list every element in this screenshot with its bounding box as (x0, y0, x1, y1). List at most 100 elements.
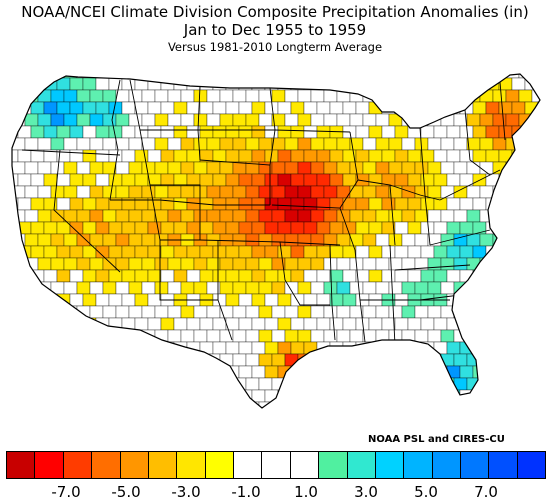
climate-division (43, 221, 58, 235)
climate-division (420, 125, 435, 139)
climate-division (258, 401, 273, 408)
colorbar-tick-label: -1.0 (231, 483, 261, 501)
climate-division (303, 269, 318, 283)
climate-division (102, 329, 117, 343)
climate-division (518, 353, 533, 367)
climate-division (531, 329, 540, 343)
climate-division (342, 269, 357, 283)
climate-division (545, 378, 550, 390)
climate-division (24, 185, 39, 199)
climate-division (368, 245, 383, 259)
climate-division (56, 245, 71, 259)
climate-division (518, 89, 533, 103)
climate-division (238, 173, 253, 187)
climate-division (245, 113, 260, 127)
climate-division (545, 186, 550, 198)
climate-division (12, 257, 26, 271)
climate-division (50, 353, 65, 367)
climate-division (199, 101, 214, 115)
climate-division (329, 77, 344, 91)
climate-division (212, 389, 227, 403)
climate-division (537, 365, 540, 379)
climate-division (17, 317, 32, 331)
climate-division (290, 245, 305, 259)
climate-division (297, 281, 312, 295)
state-boundary (217, 240, 233, 341)
climate-division (147, 389, 162, 403)
climate-division (531, 281, 540, 295)
climate-division (264, 125, 279, 139)
climate-division (518, 209, 533, 223)
climate-division (440, 161, 455, 175)
map-period: Jan to Dec 1955 to 1959 (183, 21, 367, 39)
climate-division (173, 245, 188, 259)
climate-division (323, 305, 338, 319)
climate-division (199, 173, 214, 187)
climate-division (336, 161, 351, 175)
climate-division (545, 138, 550, 150)
climate-division (433, 77, 448, 91)
climate-division (154, 353, 169, 367)
climate-division (121, 173, 136, 187)
climate-division (43, 341, 58, 355)
climate-division (277, 293, 292, 307)
climate-division (492, 209, 507, 223)
climate-division (433, 149, 448, 163)
climate-division (50, 377, 65, 391)
climate-division (323, 74, 338, 79)
climate-division (43, 365, 58, 379)
climate-division (375, 185, 390, 199)
climate-division (147, 245, 162, 259)
climate-division (388, 74, 403, 79)
climate-division (524, 245, 539, 259)
climate-division (310, 257, 325, 271)
climate-division (251, 221, 266, 235)
climate-division (375, 137, 390, 151)
climate-division (303, 197, 318, 211)
climate-division (154, 89, 169, 103)
climate-division (251, 245, 266, 259)
climate-division (258, 281, 273, 295)
climate-division (141, 113, 156, 127)
climate-division (245, 137, 260, 151)
climate-division (453, 257, 468, 271)
climate-division (219, 209, 234, 223)
climate-division (258, 329, 273, 343)
climate-division (485, 341, 500, 355)
climate-division (277, 245, 292, 259)
climate-division (446, 221, 461, 235)
climate-division (12, 221, 19, 235)
climate-division (147, 341, 162, 355)
climate-division (63, 353, 78, 367)
climate-division (310, 74, 325, 79)
climate-division (545, 66, 550, 78)
climate-division (524, 341, 539, 355)
climate-division (537, 269, 540, 283)
climate-division (427, 137, 442, 151)
climate-division (524, 389, 539, 403)
climate-division (303, 125, 318, 139)
climate-division (115, 305, 130, 319)
climate-division (76, 185, 91, 199)
climate-division (63, 257, 78, 271)
climate-division (134, 221, 149, 235)
climate-division (310, 281, 325, 295)
climate-division (69, 101, 84, 115)
climate-division (134, 389, 149, 403)
climate-division (225, 173, 240, 187)
climate-division (284, 257, 299, 271)
climate-division (37, 329, 52, 343)
climate-division (160, 197, 175, 211)
climate-division (43, 269, 58, 283)
climate-division (43, 389, 58, 403)
climate-division (219, 257, 234, 271)
climate-division (446, 197, 461, 211)
climate-division (381, 389, 396, 403)
climate-division (121, 269, 136, 283)
climate-division (388, 377, 403, 391)
climate-division (245, 209, 260, 223)
climate-division (128, 161, 143, 175)
climate-division (394, 149, 409, 163)
climate-division (258, 305, 273, 319)
climate-division (407, 101, 422, 115)
